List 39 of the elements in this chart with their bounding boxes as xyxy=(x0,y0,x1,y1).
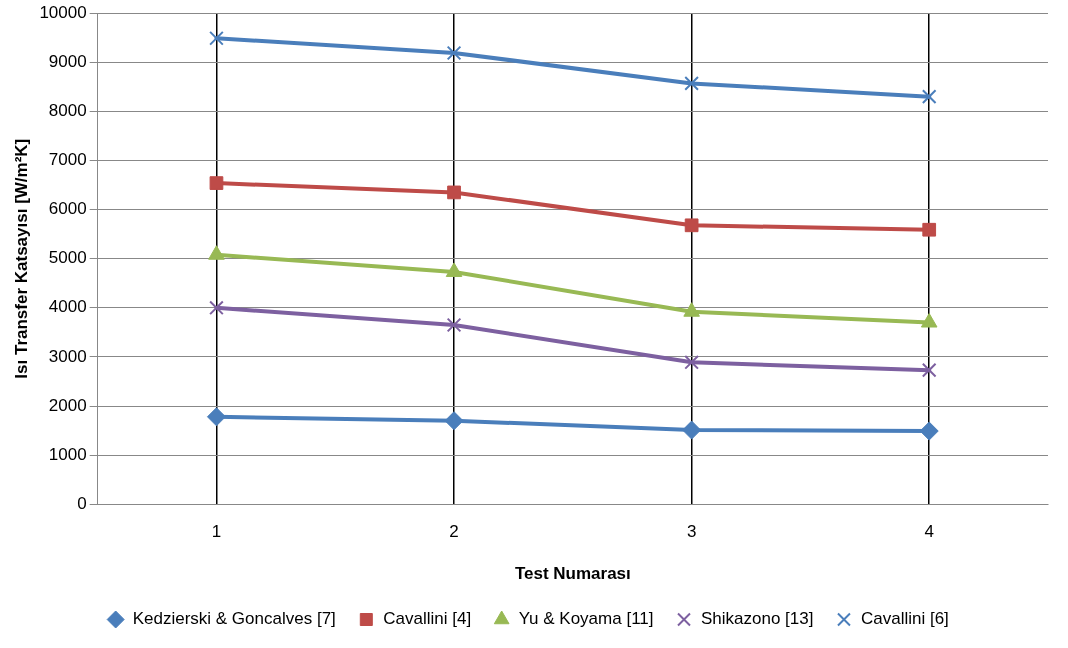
point xyxy=(206,407,226,427)
point xyxy=(209,300,224,316)
y-tick-label: 3000 xyxy=(48,346,87,366)
x-axis-title: Test Numarası xyxy=(514,564,631,584)
y-tick-label: 6000 xyxy=(48,199,87,219)
point xyxy=(684,76,699,91)
y-tick-label: 9000 xyxy=(48,51,87,71)
y-tick-label: 4000 xyxy=(48,297,87,317)
point xyxy=(444,411,464,431)
point xyxy=(682,420,702,440)
point xyxy=(209,176,224,190)
point xyxy=(922,222,937,237)
point xyxy=(447,185,461,200)
legend-label: Kedzierski & Goncalves [7] xyxy=(132,609,336,629)
x-tick-label: 3 xyxy=(686,522,697,542)
legend-label: Cavallini [6] xyxy=(860,609,949,629)
legend-label: Yu & Koyama [11] xyxy=(518,609,654,629)
point xyxy=(919,421,939,441)
y-tick-label: 2000 xyxy=(48,395,87,415)
point xyxy=(446,317,462,333)
y-tick-label: 5000 xyxy=(48,248,87,268)
point xyxy=(921,89,937,105)
y-tick-label: 10000 xyxy=(39,2,87,22)
y-tick-label: 8000 xyxy=(48,101,87,121)
x-tick-label: 4 xyxy=(924,522,934,542)
point xyxy=(684,218,699,233)
x-tick-label: 1 xyxy=(211,522,222,542)
y-axis-title: Isı Transfer Katsayısı [W/m²K] xyxy=(11,138,31,379)
legend-label: Shikazono [13] xyxy=(701,609,814,629)
y-tick-label: 0 xyxy=(77,493,87,513)
point xyxy=(446,45,462,61)
legend-label: Cavallini [4] xyxy=(383,609,472,629)
point xyxy=(920,313,938,328)
y-tick-label: 1000 xyxy=(48,444,87,464)
point xyxy=(684,354,699,370)
y-tick-label: 7000 xyxy=(48,150,87,170)
point xyxy=(921,362,937,378)
x-tick-label: 2 xyxy=(449,522,459,542)
point xyxy=(209,30,224,46)
